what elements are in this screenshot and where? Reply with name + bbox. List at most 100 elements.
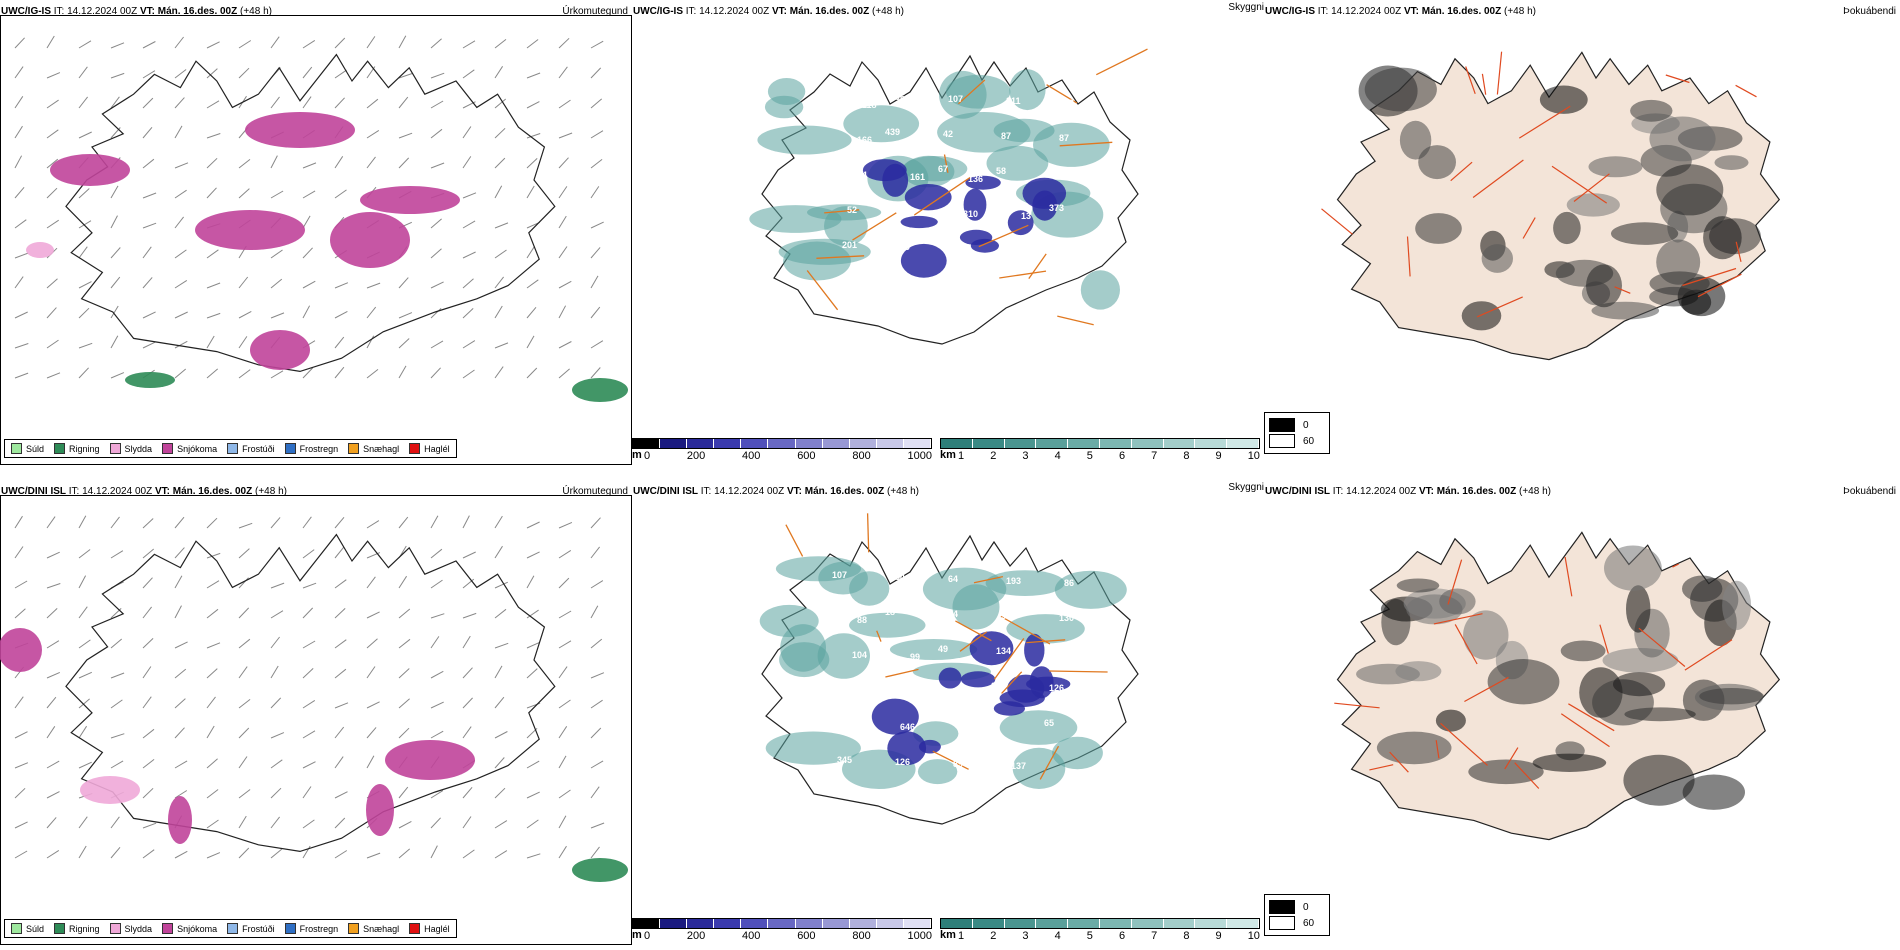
cloud-base-label: 161 xyxy=(910,172,925,182)
legend-item: Frostúði xyxy=(227,923,275,934)
road-line xyxy=(1039,745,1060,780)
legend-label: Snjókoma xyxy=(177,443,218,454)
valid-label: VT: xyxy=(1403,6,1419,17)
legend-item: Rigning xyxy=(54,443,100,454)
colorbar-tick: 4 xyxy=(1054,930,1061,942)
precip-title: Úrkomutegund xyxy=(562,486,628,497)
low-cloud-area xyxy=(1022,177,1067,209)
visibility-bar xyxy=(940,438,1260,449)
road-line xyxy=(885,668,919,678)
wind-barb xyxy=(334,817,346,829)
wind-barb xyxy=(462,40,476,49)
wind-barb xyxy=(174,727,185,739)
wind-barb xyxy=(78,188,90,199)
fog-index-area xyxy=(1376,731,1452,765)
fog-index-area xyxy=(1468,759,1544,785)
low-cloud-area xyxy=(1029,666,1054,699)
low-visibility-area xyxy=(817,633,870,679)
wind-barb xyxy=(334,608,346,619)
wind-barb xyxy=(334,69,347,79)
wind-barb xyxy=(526,760,540,769)
cloud-base-label: 99 xyxy=(910,652,920,662)
cloud-base-label: 227 xyxy=(991,681,1006,691)
wind-barb xyxy=(462,816,472,829)
legend-swatch xyxy=(348,923,360,934)
wind-barb xyxy=(494,342,509,349)
precip-area xyxy=(330,212,410,268)
wind-barb xyxy=(270,816,280,829)
wind-barb xyxy=(142,822,157,829)
cloud-base-unit: m xyxy=(632,449,642,461)
wind-barb xyxy=(78,671,93,679)
wind-barb xyxy=(14,125,23,139)
wind-barb xyxy=(270,312,285,319)
wind-barb xyxy=(174,162,189,169)
low-visibility-area xyxy=(1080,270,1120,310)
colorbar-cell xyxy=(1004,439,1037,448)
legend-swatch xyxy=(284,923,296,934)
wind-barb xyxy=(366,727,377,739)
wind-barb xyxy=(366,36,376,49)
wind-barb xyxy=(110,760,124,769)
wind-barb xyxy=(174,605,182,619)
fog-legend-2: 0 60 xyxy=(1264,894,1330,936)
wind-barb xyxy=(590,130,604,139)
precip-area xyxy=(385,740,475,780)
valid-time: Mán. 16.des. 00Z xyxy=(804,486,885,497)
precip-type-panel: UWC/IG-IS IT: 14.12.2024 00Z VT: Mán. 16… xyxy=(0,0,632,470)
road-line xyxy=(806,270,839,311)
colorbar-cell xyxy=(1227,919,1259,928)
wind-barb xyxy=(494,850,508,859)
wind-barb xyxy=(398,698,410,709)
wind-barb xyxy=(302,549,315,559)
colorbar-cell xyxy=(1163,439,1196,448)
low-cloud-area xyxy=(904,184,952,211)
wind-barb xyxy=(302,640,316,649)
wind-barb xyxy=(494,276,504,289)
wind-barb xyxy=(302,582,317,589)
wind-barb xyxy=(558,280,572,289)
cloud-base-label: 127 xyxy=(915,137,930,147)
cloud-base-ticks: 0 200 400 600 800 1000 xyxy=(632,450,932,462)
wind-barb xyxy=(558,305,567,319)
colorbar-cell xyxy=(876,439,904,448)
visibility-colorbar: km 1 2 3 4 5 6 7 8 9 10 xyxy=(940,918,1260,944)
colorbar-cell xyxy=(1195,439,1228,448)
wind-barb xyxy=(462,308,474,319)
road-line xyxy=(816,255,865,259)
road-line xyxy=(959,631,988,652)
wind-barb xyxy=(494,581,509,589)
legend-label: Snæhagl xyxy=(363,923,400,934)
wind-barb xyxy=(558,157,569,169)
legend-label: Frostúði xyxy=(242,923,275,934)
legend-item: Haglél xyxy=(409,923,450,934)
wind-barb xyxy=(430,367,441,379)
wind-barb xyxy=(270,610,284,619)
colorbar-tick: 8 xyxy=(1183,450,1190,462)
wind-barb xyxy=(206,725,215,739)
wind-barb xyxy=(558,755,567,769)
cloud-base-label: 67 xyxy=(938,164,948,174)
fog-index-area xyxy=(1553,211,1581,245)
wind-barb xyxy=(142,548,155,559)
wind-barb xyxy=(302,819,315,829)
legend-swatch xyxy=(227,443,239,454)
wind-barb xyxy=(558,789,571,799)
road-line xyxy=(1560,713,1610,748)
wind-barb xyxy=(558,699,571,709)
cloud-base-label: 55 xyxy=(847,685,857,695)
legend-swatch xyxy=(11,923,22,934)
wind-barb xyxy=(558,368,570,379)
wind-barb xyxy=(590,580,604,589)
legend-swatch xyxy=(109,443,121,454)
wind-barb xyxy=(142,787,154,799)
colorbar-cell xyxy=(714,919,742,928)
fog-index-area xyxy=(1463,610,1509,660)
wind-barb xyxy=(78,515,87,529)
wind-barb xyxy=(334,639,347,649)
init-time: 14.12.2024 00Z xyxy=(1331,6,1402,17)
road-line xyxy=(1096,48,1148,76)
wind-barb xyxy=(14,580,28,589)
wind-barb xyxy=(462,515,470,529)
road-line xyxy=(852,212,897,241)
